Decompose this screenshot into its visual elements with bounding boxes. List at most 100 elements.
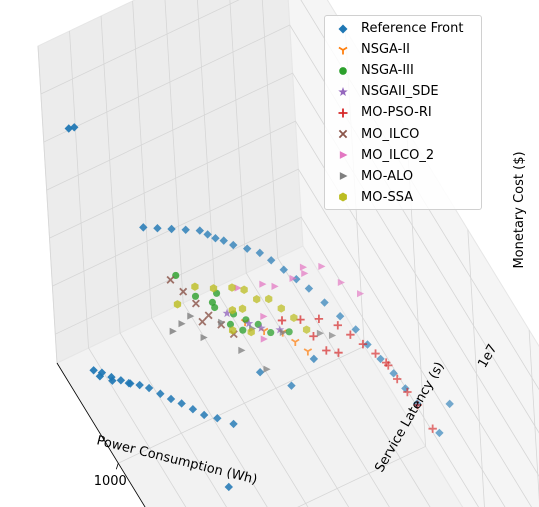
data-point-mo-alo bbox=[316, 329, 324, 337]
data-point-mo-ssa bbox=[302, 325, 311, 334]
legend-label: NSGA-III bbox=[361, 63, 414, 79]
data-point-reference-front bbox=[188, 405, 198, 414]
data-point-mo-ssa bbox=[240, 285, 248, 294]
z-grid-line bbox=[46, 72, 539, 477]
data-point-reference-front bbox=[224, 482, 233, 492]
y-grid-line bbox=[132, 0, 268, 507]
legend-marker-icon bbox=[325, 126, 361, 142]
axis-lines bbox=[56, 362, 146, 507]
legend-item-mo-alo: MO-ALO bbox=[325, 166, 481, 187]
data-point-mo-alo bbox=[200, 333, 208, 342]
data-point-reference-front bbox=[435, 428, 444, 438]
legend-marker-icon bbox=[325, 84, 361, 100]
legend-label: Reference Front bbox=[361, 21, 464, 37]
data-point-mo-ssa bbox=[228, 283, 236, 292]
data-point-reference-front bbox=[351, 325, 360, 334]
legend-item-nsga-ii: NSGA-II bbox=[325, 39, 481, 60]
data-point-mo-ssa bbox=[209, 284, 218, 293]
data-point-mo-ilco-2 bbox=[259, 280, 267, 288]
legend-label: MO-ALO bbox=[361, 168, 414, 184]
data-point-mo-pso-ri bbox=[333, 321, 342, 330]
data-point-nsga-iii bbox=[267, 329, 275, 337]
data-point-reference-front bbox=[279, 265, 288, 274]
legend-item-mo-ilco: MO_ILCO bbox=[325, 123, 481, 144]
data-point-mo-ilco-2 bbox=[289, 274, 297, 282]
data-point-reference-front bbox=[195, 226, 205, 235]
data-point-mo-ssa bbox=[247, 327, 255, 337]
data-point-reference-front bbox=[153, 223, 162, 233]
data-point-mo-ilco bbox=[204, 311, 213, 320]
data-point-reference-front bbox=[335, 312, 345, 321]
x-grid-line bbox=[297, 129, 426, 507]
data-point-mo-pso-ri bbox=[296, 315, 305, 324]
data-point-mo-alo bbox=[187, 312, 195, 320]
tick-labels: 10002000300040000.000.250.500.751.001.25… bbox=[94, 474, 127, 489]
data-point-nsga-iii bbox=[239, 326, 247, 334]
tick-marks bbox=[115, 463, 119, 470]
data-point-reference-front bbox=[177, 399, 186, 408]
data-point-reference-front bbox=[199, 410, 209, 420]
data-point-mo-alo bbox=[218, 318, 226, 326]
data-point-reference-front bbox=[97, 368, 107, 377]
data-point-mo-ssa bbox=[253, 294, 261, 304]
z-axis-label: Monetary Cost ($) bbox=[512, 151, 527, 268]
data-point-mo-pso-ri bbox=[392, 374, 402, 384]
data-point-reference-front bbox=[156, 389, 165, 398]
data-point-reference-front bbox=[266, 256, 276, 265]
data-point-reference-front bbox=[124, 378, 134, 388]
data-point-mo-ilco-2 bbox=[299, 263, 308, 271]
data-point-reference-front bbox=[139, 223, 148, 232]
data-point-reference-front bbox=[108, 376, 117, 385]
legend-item-reference-front: Reference Front bbox=[325, 18, 481, 39]
data-point-reference-front bbox=[304, 284, 314, 293]
z-grid-line bbox=[49, 120, 532, 507]
data-point-mo-pso-ri bbox=[428, 424, 437, 433]
data-point-mo-ssa bbox=[277, 304, 285, 313]
legend-item-mo-pso-ri: MO-PSO-RI bbox=[325, 102, 481, 123]
data-point-nsgaii-sde bbox=[244, 318, 254, 328]
y-grid-line bbox=[69, 30, 187, 507]
data-point-reference-front bbox=[107, 372, 116, 382]
data-point-reference-front bbox=[116, 376, 126, 385]
legend-label: MO_ILCO_2 bbox=[361, 147, 435, 163]
data-point-nsga-iii bbox=[242, 316, 250, 324]
data-point-mo-pso-ri bbox=[358, 339, 368, 349]
data-point-mo-ssa bbox=[228, 305, 237, 315]
data-point-mo-ilco bbox=[191, 299, 200, 308]
legend-marker-icon bbox=[325, 168, 361, 184]
data-point-reference-front bbox=[320, 298, 329, 307]
data-point-mo-pso-ri bbox=[277, 316, 287, 325]
data-point-mo-alo bbox=[263, 365, 271, 373]
y-grid-line bbox=[100, 15, 227, 507]
z-grid-line bbox=[52, 168, 506, 507]
legend-label: MO-PSO-RI bbox=[361, 105, 432, 121]
data-point-mo-alo bbox=[328, 331, 337, 340]
data-point-mo-ssa bbox=[228, 326, 237, 335]
x-grid-line bbox=[528, 329, 539, 502]
x-tick-mark bbox=[115, 463, 119, 470]
data-point-nsga-iii bbox=[191, 292, 200, 300]
data-point-reference-front bbox=[363, 340, 372, 349]
data-point-mo-ssa bbox=[238, 304, 247, 313]
data-point-mo-pso-ri bbox=[413, 400, 422, 410]
data-point-nsga-ii bbox=[303, 348, 313, 356]
legend-label: NSGAII_SDE bbox=[361, 84, 439, 100]
data-point-mo-ilco bbox=[198, 317, 207, 326]
legend-label: MO_ILCO bbox=[361, 126, 420, 142]
data-point-mo-ilco-2 bbox=[234, 284, 242, 292]
data-point-nsga-iii bbox=[226, 320, 235, 328]
data-point-mo-alo bbox=[169, 327, 177, 335]
data-point-mo-ilco-2 bbox=[260, 335, 268, 343]
data-point-reference-front bbox=[401, 384, 410, 393]
legend-item-nsgaii-sde: NSGAII_SDE bbox=[325, 81, 481, 102]
data-point-nsgaii-sde bbox=[222, 308, 232, 318]
data-point-mo-ssa bbox=[290, 313, 298, 323]
data-point-mo-alo bbox=[279, 328, 287, 336]
x-axis-line bbox=[56, 362, 146, 507]
data-point-reference-front bbox=[389, 369, 398, 378]
data-point-mo-pso-ri bbox=[403, 387, 412, 397]
data-point-reference-front bbox=[292, 274, 301, 284]
grid-lines bbox=[37, 0, 539, 507]
data-point-reference-front bbox=[135, 380, 144, 390]
data-point-reference-front bbox=[89, 366, 98, 375]
